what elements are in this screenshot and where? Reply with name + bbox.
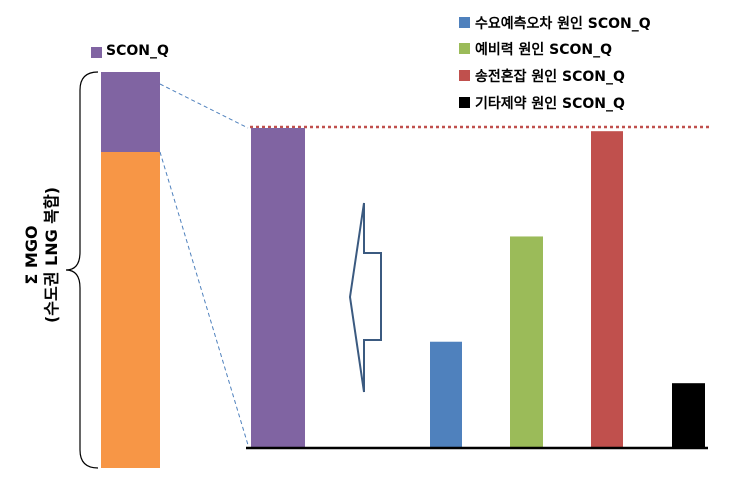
left-legend-swatch — [91, 47, 102, 58]
left-arrow-shape — [348, 202, 382, 393]
left-curly-brace — [65, 71, 99, 469]
brace-label-line2: (수도권 LNG 복합) — [42, 186, 61, 324]
legend-label-other-constraint: 기타제약 원인 SCON_Q — [475, 96, 625, 112]
legend-swatch-other-constraint — [459, 97, 470, 108]
left-bar-bottom-segment — [101, 152, 160, 468]
bars-group — [251, 128, 705, 447]
bar-total-scon-q — [251, 128, 305, 447]
bar-other-constraint — [672, 383, 705, 447]
left-bar-top-segment — [101, 72, 160, 152]
legend-swatch-demand-forecast — [459, 17, 470, 28]
projection-line-top — [159, 83, 249, 129]
legend-label-demand-forecast: 수요예측오차 원인 SCON_Q — [475, 16, 651, 32]
bar-transmission-congestion — [591, 131, 623, 447]
brace-label: Σ MGO (수도권 LNG 복합) — [22, 175, 62, 335]
left-legend-label: SCON_Q — [106, 43, 169, 59]
legend-label-reserve: 예비력 원인 SCON_Q — [475, 42, 613, 58]
legend-label-transmission-congestion: 송전혼잡 원인 SCON_Q — [475, 69, 625, 85]
bar-reserve — [510, 236, 543, 447]
bar-demand-forecast — [430, 341, 462, 447]
projection-line-bottom — [159, 151, 249, 446]
legend-swatch-reserve — [459, 43, 470, 54]
legend-swatch-transmission-congestion — [459, 70, 470, 81]
brace-label-line1: Σ MGO — [22, 225, 41, 285]
